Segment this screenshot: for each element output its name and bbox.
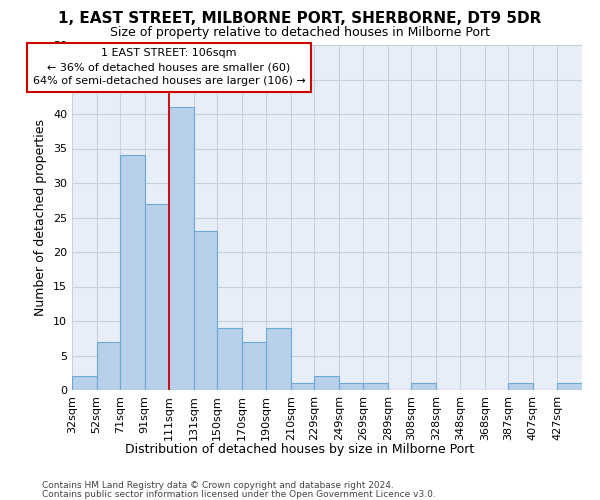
Text: 1, EAST STREET, MILBORNE PORT, SHERBORNE, DT9 5DR: 1, EAST STREET, MILBORNE PORT, SHERBORNE… [58, 11, 542, 26]
Bar [120, 156, 145, 390]
Y-axis label: Number of detached properties: Number of detached properties [34, 119, 47, 316]
Bar [97, 342, 120, 390]
Bar [411, 383, 436, 390]
Text: Distribution of detached houses by size in Milborne Port: Distribution of detached houses by size … [125, 442, 475, 456]
Bar [363, 383, 388, 390]
Bar [291, 383, 314, 390]
Bar [266, 328, 291, 390]
Bar [169, 107, 194, 390]
Bar [145, 204, 169, 390]
Text: Contains HM Land Registry data © Crown copyright and database right 2024.: Contains HM Land Registry data © Crown c… [42, 481, 394, 490]
Text: Size of property relative to detached houses in Milborne Port: Size of property relative to detached ho… [110, 26, 490, 39]
Bar [508, 383, 533, 390]
Text: Contains public sector information licensed under the Open Government Licence v3: Contains public sector information licen… [42, 490, 436, 499]
Bar [194, 232, 217, 390]
Bar [72, 376, 97, 390]
Bar [314, 376, 338, 390]
Text: 1 EAST STREET: 106sqm
← 36% of detached houses are smaller (60)
64% of semi-deta: 1 EAST STREET: 106sqm ← 36% of detached … [33, 48, 305, 86]
Bar [557, 383, 582, 390]
Bar [242, 342, 266, 390]
Bar [217, 328, 242, 390]
Bar [338, 383, 363, 390]
